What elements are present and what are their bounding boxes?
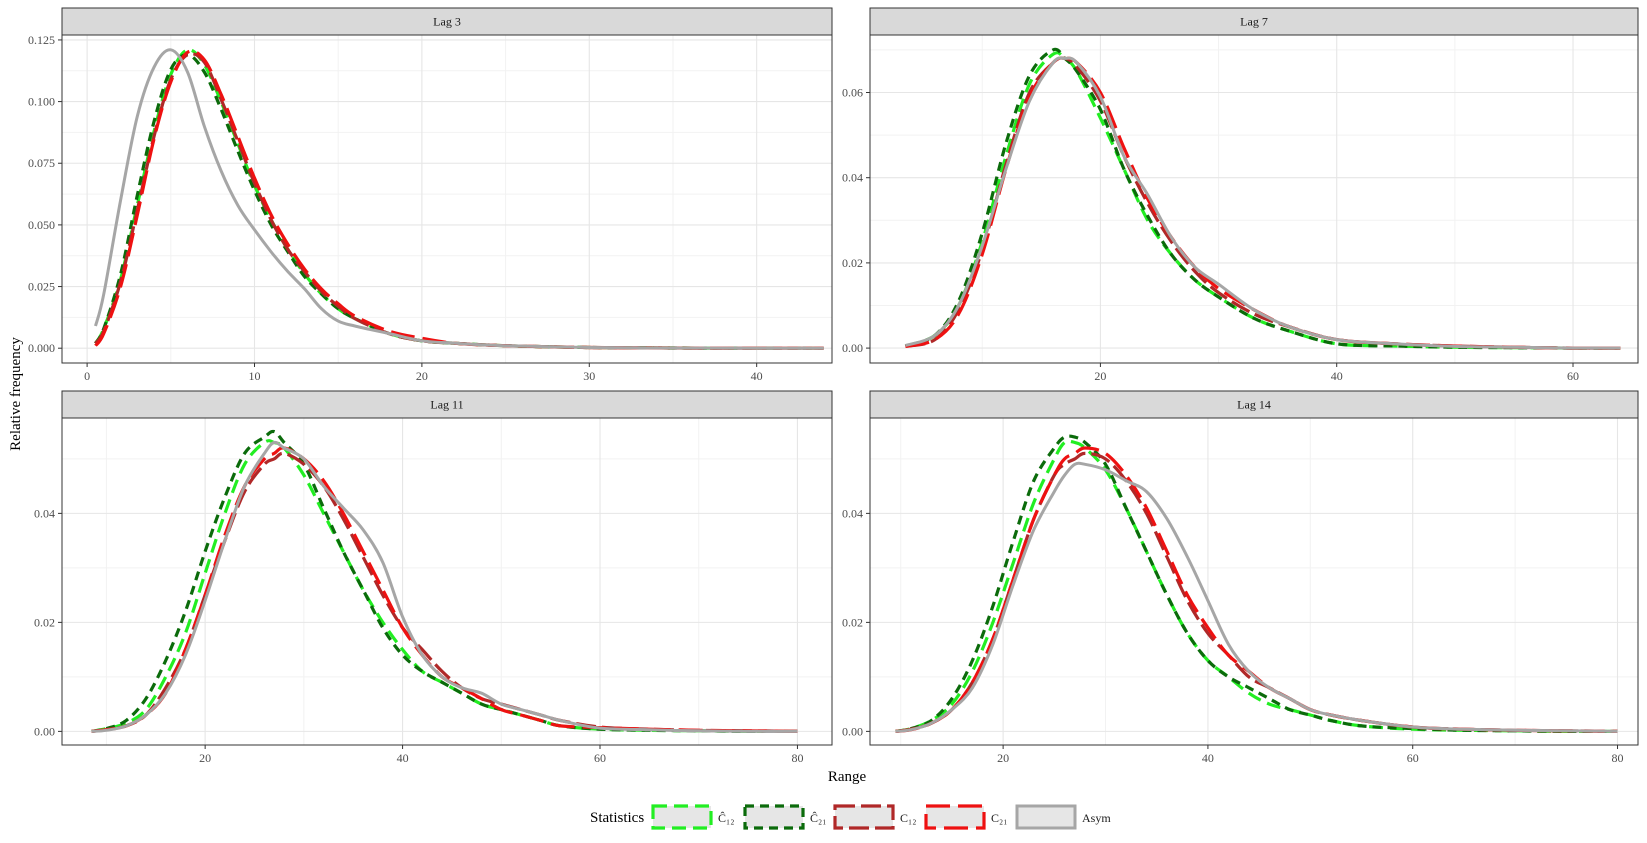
x-tick-label: 80 bbox=[1612, 751, 1624, 765]
legend-item-asym: Asym bbox=[1015, 804, 1111, 830]
series-line-asym bbox=[91, 440, 798, 733]
x-tick-label: 40 bbox=[1331, 369, 1343, 383]
series-line-asym bbox=[904, 56, 1621, 350]
facet-strip-label: Lag 14 bbox=[1237, 398, 1271, 412]
y-tick-label: 0.00 bbox=[34, 724, 55, 738]
x-tick-label: 40 bbox=[397, 751, 409, 765]
facet-strip bbox=[869, 390, 1639, 419]
panel-lag-11: Lag 11 20 40 60 80 0.00 0.02 0.04 bbox=[34, 390, 833, 765]
plot-background bbox=[870, 35, 1638, 363]
y-tick-label: 0.04 bbox=[34, 506, 55, 520]
x-tick-label: 20 bbox=[416, 369, 428, 383]
x-tick-label: 80 bbox=[791, 751, 803, 765]
panel-border bbox=[869, 417, 1639, 746]
facet-strip-label: Lag 7 bbox=[1240, 15, 1268, 29]
y-tick-label: 0.075 bbox=[28, 156, 55, 170]
x-axis-label: Range bbox=[828, 769, 867, 785]
y-axis-label: Relative frequency bbox=[8, 337, 24, 451]
facet-strip-label: Lag 3 bbox=[433, 15, 461, 29]
y-tick-label: 0.04 bbox=[842, 171, 863, 185]
series-line-c21-hat bbox=[895, 434, 1618, 734]
legend-label: C₁₂ bbox=[900, 811, 916, 825]
y-tick-label: 0.02 bbox=[842, 615, 863, 629]
legend-label: Asym bbox=[1082, 811, 1111, 825]
y-tick-label: 0.025 bbox=[28, 280, 55, 294]
facet-panels: Lag 3 0 10 20 30 40 0.000 0.025 0.050 0.075 0.100 0… bbox=[28, 7, 1639, 765]
x-tick-label: 40 bbox=[1202, 751, 1214, 765]
panel-border bbox=[869, 34, 1639, 364]
series-line-asym bbox=[895, 461, 1618, 733]
x-tick-label: 20 bbox=[997, 751, 1009, 765]
x-tick-label: 0 bbox=[84, 369, 90, 383]
y-tick-label: 0.04 bbox=[842, 506, 863, 520]
y-tick-label: 0.050 bbox=[28, 218, 55, 232]
x-tick-label: 10 bbox=[249, 369, 261, 383]
legend-item-c21-hat: Ĉ₂₁ bbox=[743, 804, 826, 830]
legend-title: Statistics bbox=[590, 810, 644, 826]
panel-lag-14: Lag 14 20 40 60 80 0.00 0.02 0.04 bbox=[842, 390, 1639, 765]
series-line-asym bbox=[94, 48, 824, 350]
x-tick-label: 20 bbox=[199, 751, 211, 765]
legend-label: Ĉ₂₁ bbox=[810, 811, 826, 825]
x-tick-label: 40 bbox=[751, 369, 763, 383]
legend-item-c12: C₁₂ bbox=[833, 804, 916, 830]
series-line-c21-hat bbox=[904, 47, 1621, 350]
legend-keys: Ĉ₁₂ Ĉ₂₁ C₁₂ C₂₁ Asym bbox=[651, 804, 1111, 830]
legend: Statistics Ĉ₁₂ Ĉ₂₁ C₁₂ C₂₁ Asym bbox=[590, 804, 1111, 830]
x-tick-label: 30 bbox=[583, 369, 595, 383]
legend-item-c21: C₂₁ bbox=[924, 804, 1007, 830]
y-tick-label: 0.00 bbox=[842, 724, 863, 738]
legend-key bbox=[833, 804, 895, 830]
panel-border bbox=[61, 34, 833, 364]
legend-key bbox=[743, 804, 805, 830]
legend-label: C₂₁ bbox=[991, 811, 1007, 825]
legend-key bbox=[1015, 804, 1077, 830]
legend-key bbox=[651, 804, 713, 830]
legend-label: Ĉ₁₂ bbox=[718, 811, 734, 825]
facet-strip bbox=[61, 7, 833, 36]
legend-key bbox=[924, 804, 986, 830]
panel-lag-7: Lag 7 20 40 60 0.00 0.02 0.04 0.06 bbox=[842, 7, 1639, 383]
facet-strip bbox=[61, 390, 833, 419]
facet-strip-label: Lag 11 bbox=[430, 398, 463, 412]
plot-background bbox=[62, 35, 832, 363]
y-tick-label: 0.000 bbox=[28, 341, 55, 355]
y-tick-label: 0.125 bbox=[28, 33, 55, 47]
y-tick-label: 0.02 bbox=[842, 256, 863, 270]
panel-lag-3: Lag 3 0 10 20 30 40 0.000 0.025 0.050 0.075 0.100 0… bbox=[28, 7, 833, 383]
series-line-c21 bbox=[91, 446, 798, 733]
y-tick-label: 0.00 bbox=[842, 341, 863, 355]
series-line-c12-hat bbox=[904, 51, 1621, 350]
plot-background bbox=[870, 418, 1638, 745]
y-tick-label: 0.06 bbox=[842, 86, 863, 100]
x-tick-label: 60 bbox=[1407, 751, 1419, 765]
legend-item-c12-hat: Ĉ₁₂ bbox=[651, 804, 734, 830]
plot-background bbox=[62, 418, 832, 745]
x-tick-label: 60 bbox=[1567, 369, 1579, 383]
y-tick-label: 0.100 bbox=[28, 95, 55, 109]
series-line-c12-hat bbox=[895, 439, 1618, 734]
x-tick-label: 60 bbox=[594, 751, 606, 765]
panel-border bbox=[61, 417, 833, 746]
y-tick-label: 0.02 bbox=[34, 615, 55, 629]
x-tick-label: 20 bbox=[1094, 369, 1106, 383]
